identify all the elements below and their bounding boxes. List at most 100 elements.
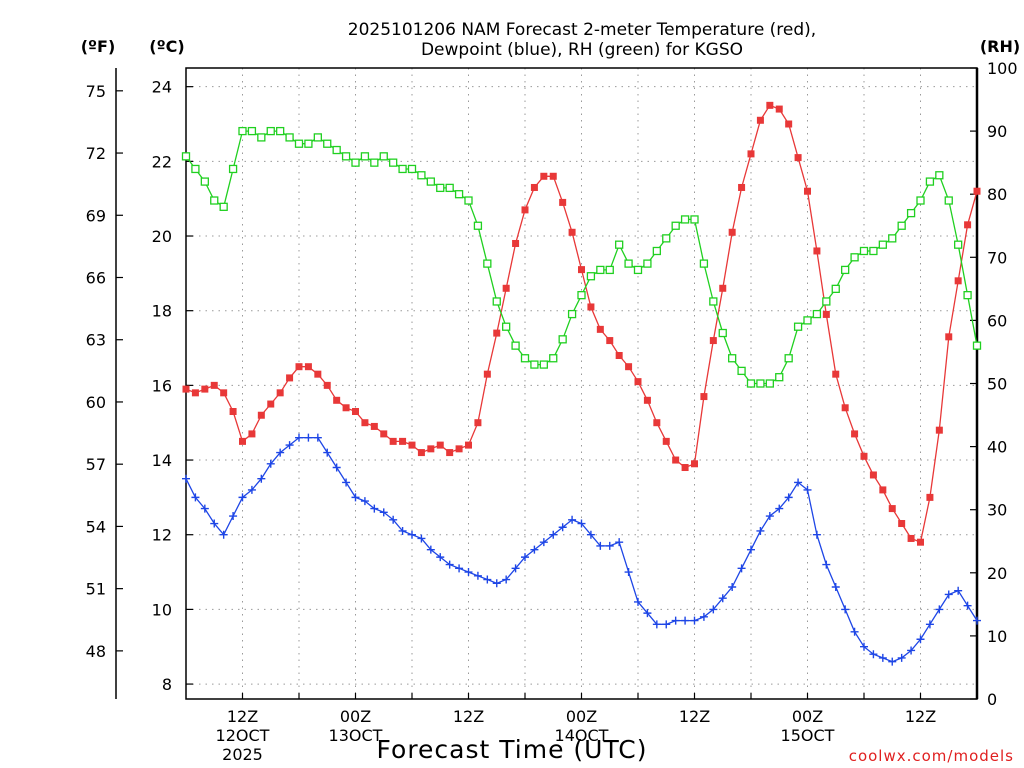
rh-point (351, 158, 360, 167)
dewpoint-point (313, 433, 322, 442)
x-tick-label: 13OCT (329, 726, 383, 745)
dewpoint-point (521, 553, 529, 562)
rh-tick-label: 90 (987, 122, 1007, 141)
dewpoint-point (624, 568, 633, 577)
rh-point (228, 164, 238, 174)
dewpoint-point (200, 504, 209, 513)
rh-point (586, 272, 596, 281)
dewpoint-point (295, 433, 303, 442)
temperature-point (239, 437, 246, 445)
temperature-point (455, 445, 463, 453)
rh-point (200, 177, 209, 186)
temperature-point (681, 464, 689, 472)
rh-point (191, 164, 200, 174)
temperature-point (257, 411, 265, 419)
temperature-point (530, 183, 538, 191)
rh-point (539, 360, 548, 369)
dewpoint-point (681, 616, 690, 625)
dewpoint-point (445, 560, 454, 569)
rh-point (257, 133, 266, 142)
rh-point (370, 158, 379, 167)
dewpoint-point (511, 564, 520, 573)
dewpoint-point (662, 620, 671, 629)
dewpoint-point (803, 485, 812, 494)
rh-point (850, 253, 859, 262)
rh-point (605, 265, 614, 275)
temperature-point (804, 187, 811, 195)
temperature-point (502, 284, 510, 292)
temperature-point (917, 538, 924, 546)
rh-point (596, 265, 605, 275)
dewpoint-point (605, 541, 614, 550)
rh-point (935, 171, 944, 180)
credit-link[interactable]: coolwx.com/models (849, 747, 1014, 765)
dewpoint-point (408, 530, 416, 539)
temperature-point (700, 393, 708, 401)
dewpoint-point (775, 504, 784, 513)
rh-point (379, 152, 388, 161)
temperature-point (728, 228, 736, 236)
rh-point (473, 221, 483, 230)
dewpoint-point (210, 519, 219, 528)
rh-point (323, 139, 332, 148)
dewpoint-point (831, 582, 840, 591)
rh-tick-label: 70 (987, 248, 1007, 267)
dewpoint-point (389, 515, 398, 524)
temperature-point (634, 378, 642, 386)
temperature-point (672, 456, 680, 464)
temperature-point (267, 400, 275, 408)
dewpoint-point (944, 590, 953, 599)
temperature-point (389, 437, 397, 445)
dewpoint-point (935, 605, 944, 614)
rh-point (615, 240, 624, 249)
dewpoint-point (266, 459, 275, 468)
fahrenheit-tick-label: 54 (86, 517, 106, 536)
rh-point (878, 240, 887, 249)
series-layer (181, 101, 982, 666)
temperature-point (474, 419, 482, 427)
temperature-point (926, 493, 934, 501)
dewpoint-point (473, 571, 482, 580)
temperature-point (182, 385, 190, 393)
x-tick-label: 15OCT (781, 726, 835, 745)
celsius-tick-label: 22 (152, 152, 172, 171)
temperature-point (653, 419, 661, 427)
rh-point (831, 284, 840, 294)
rh-axis-label: (RH) (980, 37, 1020, 56)
dewpoint-point (756, 526, 765, 535)
rh-point (530, 360, 539, 369)
dewpoint-point (841, 605, 850, 614)
rh-point (266, 126, 275, 136)
dewpoint-point (342, 478, 351, 487)
rh-point (407, 164, 417, 174)
celsius-tick-label: 10 (152, 600, 172, 619)
rh-tick-label: 20 (987, 564, 1007, 583)
temperature-point (738, 183, 746, 191)
temperature-point (860, 452, 868, 460)
temperature-point (540, 172, 548, 180)
temperature-point (465, 441, 472, 449)
rh-point (436, 183, 445, 193)
rh-point (219, 202, 228, 211)
x-tick-label: 12Z (227, 707, 258, 726)
temperature-point (973, 187, 981, 195)
rh-point (454, 190, 464, 199)
rh-point (775, 373, 784, 382)
dewpoint-point (709, 605, 718, 614)
rh-tick-label: 60 (987, 311, 1007, 330)
temperature-point (662, 437, 670, 445)
rh-point (954, 240, 963, 249)
dewpoint-point (916, 635, 925, 644)
x-tick-label: 2025 (222, 745, 263, 764)
temperature-point (493, 329, 501, 337)
dewpoint-point (794, 478, 803, 487)
temperature-point (521, 206, 529, 214)
temperature-point (286, 374, 294, 382)
dewpoint-point (191, 493, 200, 502)
temperature-point (483, 370, 491, 378)
temperature-point (691, 460, 698, 468)
dewpoint-point (690, 616, 699, 625)
rh-point (360, 152, 370, 161)
dewpoint-point (596, 541, 605, 550)
dewpoint-point (360, 497, 369, 506)
